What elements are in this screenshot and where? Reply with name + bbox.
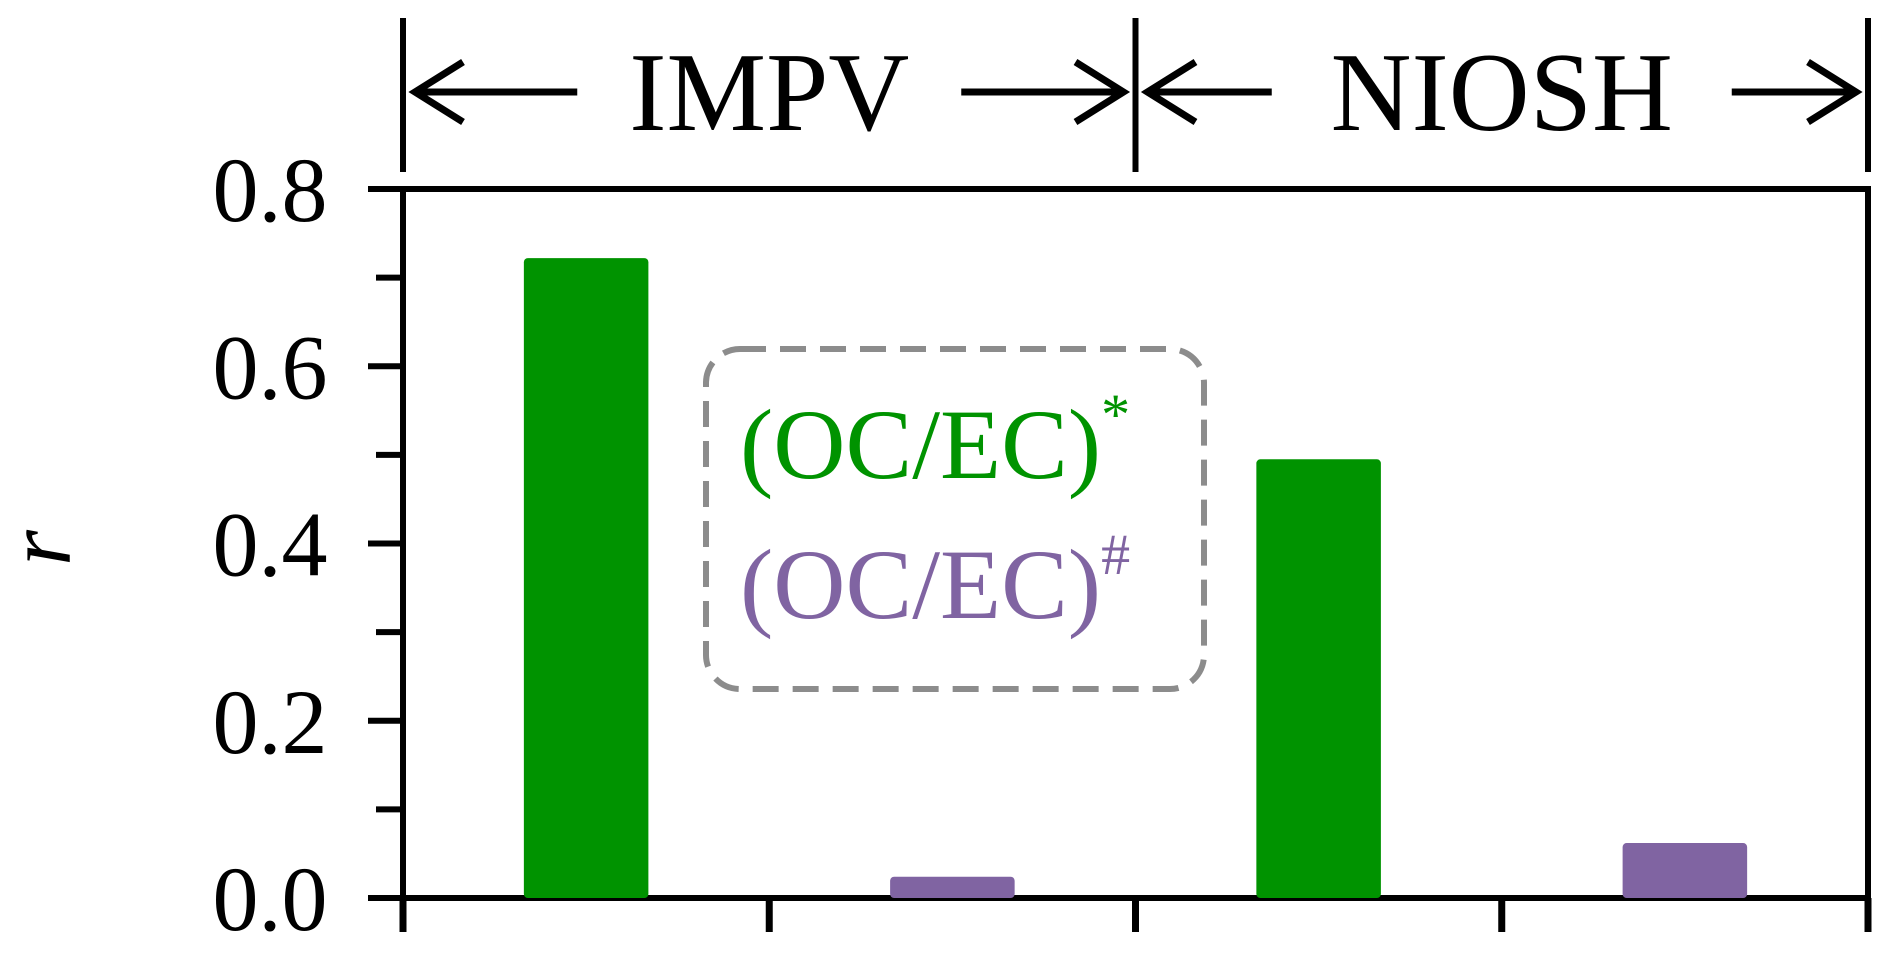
bar (890, 876, 1015, 898)
y-tick-label: 0.0 (213, 848, 328, 950)
arrow-right-head (1806, 59, 1863, 125)
group-label: IMPV (629, 31, 909, 155)
bar (1256, 459, 1381, 898)
y-tick-label: 0.8 (213, 139, 328, 241)
arrow-right-head (1073, 59, 1131, 125)
y-tick-label: 0.6 (213, 316, 328, 418)
bar (523, 258, 649, 898)
arrow-left-head (1140, 59, 1198, 125)
legend-entry-superscript: # (1101, 522, 1130, 587)
legend-entry-text: (OC/EC) (740, 529, 1101, 640)
legend-entry-text: (OC/EC) (740, 389, 1101, 500)
x-axis (399, 898, 1872, 932)
legend-entry: (OC/EC)# (740, 522, 1130, 640)
legend: (OC/EC)*(OC/EC)# (703, 346, 1207, 692)
y-tick-label: 0.4 (213, 494, 328, 596)
legend-box (703, 346, 1207, 692)
group-brackets: IMPV NIOSH (400, 18, 1871, 172)
legend-entry: (OC/EC)* (740, 382, 1130, 500)
y-tick-label: 0.2 (213, 671, 328, 773)
legend-entry-superscript: * (1101, 382, 1130, 447)
group-label: NIOSH (1331, 31, 1673, 155)
y-axis-label: r (0, 529, 90, 566)
bar (1622, 843, 1748, 898)
arrow-left-head (408, 59, 465, 125)
y-axis: 0.0 0.2 0.4 0.6 0.8 (213, 139, 403, 950)
bars (523, 258, 1748, 898)
